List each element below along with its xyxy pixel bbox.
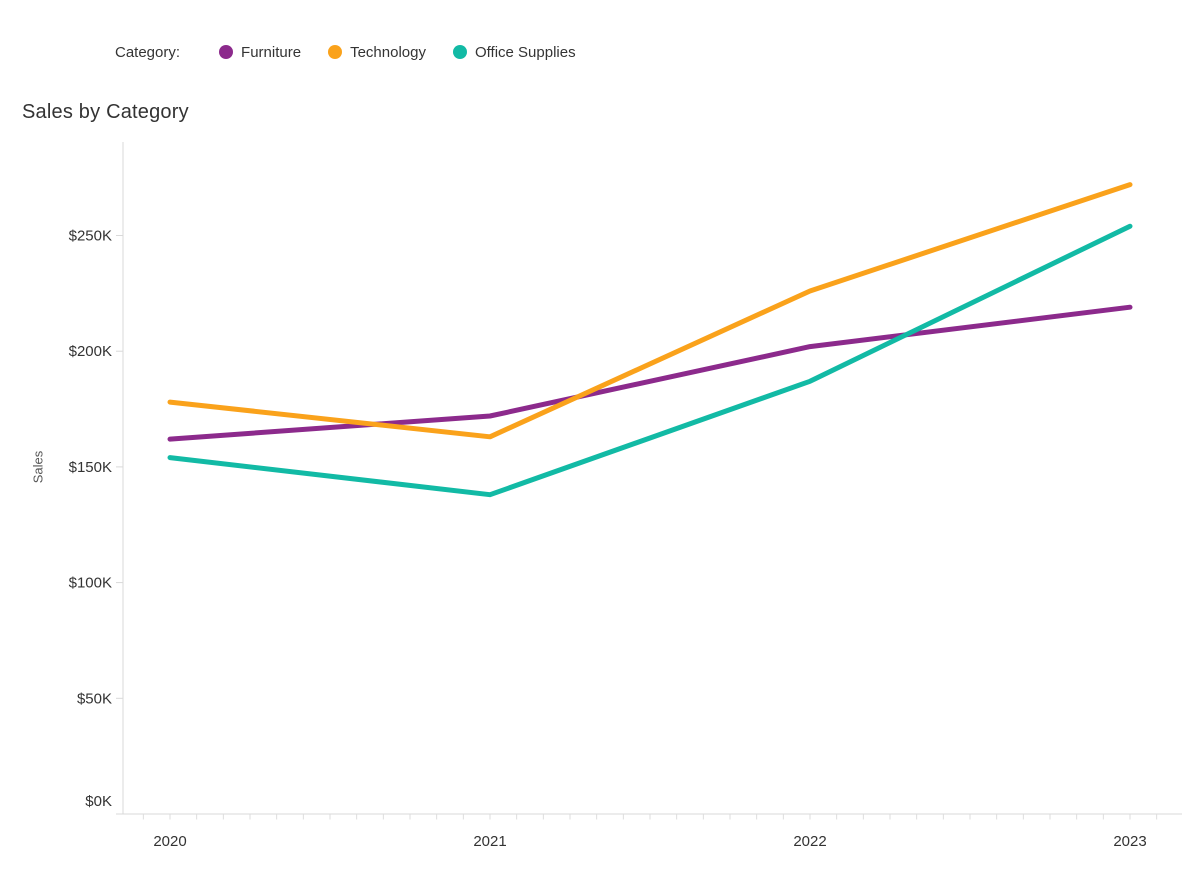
legend-title: Category: — [115, 43, 181, 61]
series-line-technology[interactable] — [167, 182, 1133, 440]
x-tick-label: 2020 — [153, 833, 186, 850]
y-tick-label: $150K — [69, 459, 112, 476]
legend-swatch-office-supplies-icon — [452, 45, 467, 59]
legend-item-label: Technology — [350, 43, 426, 61]
y-tick-label: $0K — [85, 793, 112, 810]
y-tick-label: $200K — [69, 343, 112, 360]
legend-item-office-supplies[interactable]: Office Supplies — [452, 43, 576, 61]
legend-swatch-furniture-icon — [219, 45, 234, 59]
y-tick-label: $250K — [69, 228, 112, 245]
category-legend: Category: Furniture Technology Office Su… — [115, 41, 576, 63]
x-tick-label: 2023 — [1113, 833, 1146, 850]
series-line-furniture[interactable] — [167, 304, 1133, 442]
series-line-office-supplies[interactable] — [167, 223, 1133, 498]
legend-item-label: Office Supplies — [474, 43, 576, 61]
x-tick-label: 2022 — [793, 833, 826, 850]
y-tick-label: $100K — [69, 575, 112, 592]
y-tick-label: $50K — [77, 690, 112, 707]
x-tick-label: 2021 — [473, 833, 506, 850]
legend-item-technology[interactable]: Technology — [328, 44, 426, 61]
chart-title: Sales by Category — [22, 101, 189, 123]
legend-item-furniture[interactable]: Furniture — [219, 44, 301, 61]
legend-item-label: Furniture — [241, 43, 302, 61]
legend-swatch-technology-icon — [328, 45, 343, 59]
